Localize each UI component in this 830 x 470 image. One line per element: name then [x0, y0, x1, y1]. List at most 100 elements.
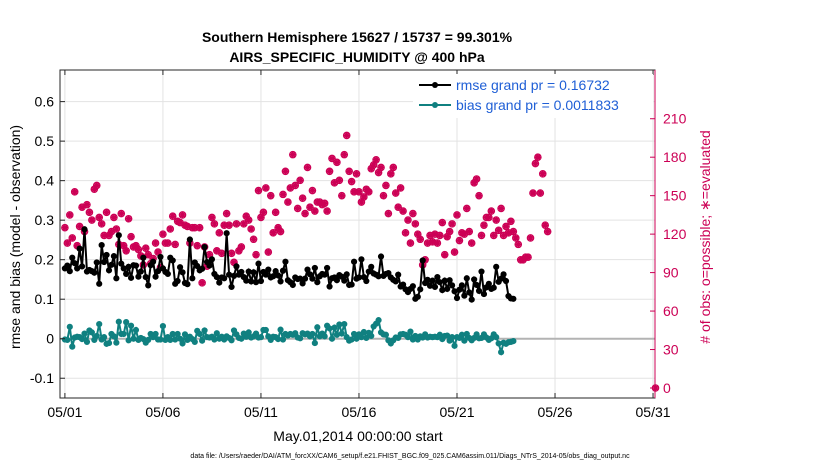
bias-point: [191, 338, 198, 345]
obs-evaluated-point: [519, 256, 527, 264]
obs-evaluated-point: [225, 221, 233, 229]
obs-evaluated-point: [399, 207, 407, 215]
obs-evaluated-point: [245, 216, 252, 224]
obs-evaluated-point: [397, 184, 404, 192]
rmse-point: [341, 277, 348, 284]
obs-evaluated-point: [358, 198, 365, 206]
rmse-point: [375, 273, 382, 280]
obs-evaluated-point: [103, 209, 110, 216]
rmse-point: [96, 280, 103, 287]
obs-evaluated-point: [171, 241, 179, 248]
obs-evaluated-point: [98, 220, 105, 228]
rmse-point: [399, 281, 407, 288]
obs-evaluated-point: [402, 229, 409, 237]
obs-evaluated-point: [88, 216, 96, 224]
obs-evaluated-point: [196, 224, 203, 232]
bias-point: [113, 339, 120, 346]
obs-evaluated-point: [66, 211, 74, 219]
rmse-point: [69, 254, 76, 261]
obs-evaluated-point: [473, 175, 480, 183]
obs-evaluated-point: [228, 250, 235, 257]
bias-point: [495, 340, 502, 347]
obs-evaluated-point: [360, 193, 368, 201]
obs-evaluated-point: [105, 232, 113, 239]
y-right-tick-label: 60: [663, 303, 679, 319]
rmse-point: [475, 287, 483, 295]
x-tick-label: 05/31: [636, 404, 671, 420]
rmse-point: [154, 268, 162, 275]
obs-evaluated-point: [451, 248, 458, 256]
obs-evaluated-point: [429, 238, 436, 246]
bias-point: [115, 318, 122, 325]
obs-evaluated-point: [333, 159, 341, 166]
obs-evaluated-point: [211, 220, 218, 228]
rmse-point: [245, 268, 252, 275]
obs-evaluated-point: [404, 216, 412, 224]
obs-evaluated-point: [130, 243, 137, 251]
rmse-point: [343, 271, 350, 278]
rmse-point: [81, 226, 88, 233]
bias-point: [83, 338, 91, 345]
rmse-point: [279, 267, 287, 274]
rmse-point: [395, 271, 402, 278]
bias-point: [228, 337, 235, 344]
bias-point: [120, 330, 127, 338]
obs-evaluated-point: [164, 239, 172, 247]
rmse-point: [225, 271, 233, 278]
rmse-point: [135, 273, 142, 280]
rmse-point: [118, 260, 125, 267]
bias-point: [213, 330, 220, 337]
obs-evaluated-point: [179, 211, 186, 219]
obs-evaluated-point: [306, 203, 314, 211]
bias-point: [404, 334, 412, 341]
obs-evaluated-point: [154, 248, 162, 256]
bias-point: [461, 337, 468, 344]
y-tick-label: 0.6: [35, 94, 55, 110]
obs-evaluated-point: [424, 239, 431, 247]
bias-point: [179, 340, 186, 347]
obs-evaluated-point: [316, 198, 324, 206]
rmse-point: [71, 260, 78, 267]
bias-point: [196, 330, 203, 338]
x-tick-label: 05/16: [341, 404, 376, 420]
legend-bias-marker: [432, 102, 438, 108]
rmse-point: [201, 243, 208, 251]
obs-evaluated-point: [301, 210, 309, 217]
bias-point: [314, 324, 321, 331]
rmse-point: [233, 263, 240, 270]
obs-evaluated-point: [478, 232, 485, 239]
y-tick-label: 0.1: [35, 291, 55, 307]
obs-evaluated-point: [174, 218, 181, 225]
rmse-point: [431, 283, 439, 291]
bias-point: [159, 322, 167, 330]
bias-point: [176, 335, 184, 342]
obs-evaluated-point: [235, 247, 243, 255]
obs-evaluated-point: [159, 230, 167, 238]
rmse-point: [150, 258, 157, 265]
bias-point: [81, 330, 88, 337]
obs-evaluated-point: [287, 184, 294, 192]
obs-evaluated-point: [193, 242, 201, 249]
obs-evaluated-point: [321, 200, 328, 207]
bias-point: [451, 342, 458, 349]
plot-area: 05/01 05/06 05/11 05/16 05/21 05/26 05/31 -0.1 0…: [30, 69, 687, 420]
plot-background: [60, 70, 655, 398]
bias-point: [127, 322, 135, 329]
obs-evaluated-point: [488, 207, 495, 215]
obs-evaluated-point: [181, 221, 189, 229]
obs-evaluated-point: [387, 170, 395, 178]
bias-point: [262, 326, 269, 334]
obs-evaluated-point: [524, 253, 532, 261]
rmse-point: [282, 258, 289, 265]
bias-point: [333, 331, 341, 338]
obs-evaluated-point: [83, 201, 91, 208]
obs-evaluated-point: [377, 164, 385, 171]
obs-evaluated-point: [514, 241, 522, 248]
rmse-point: [502, 277, 510, 285]
obs-evaluated-point: [431, 230, 439, 238]
obs-evaluated-point: [262, 184, 270, 192]
rmse-point: [127, 274, 135, 281]
x-tick-label: 05/11: [244, 404, 278, 420]
rmse-point: [132, 262, 140, 269]
obs-evaluated-point: [220, 221, 228, 229]
